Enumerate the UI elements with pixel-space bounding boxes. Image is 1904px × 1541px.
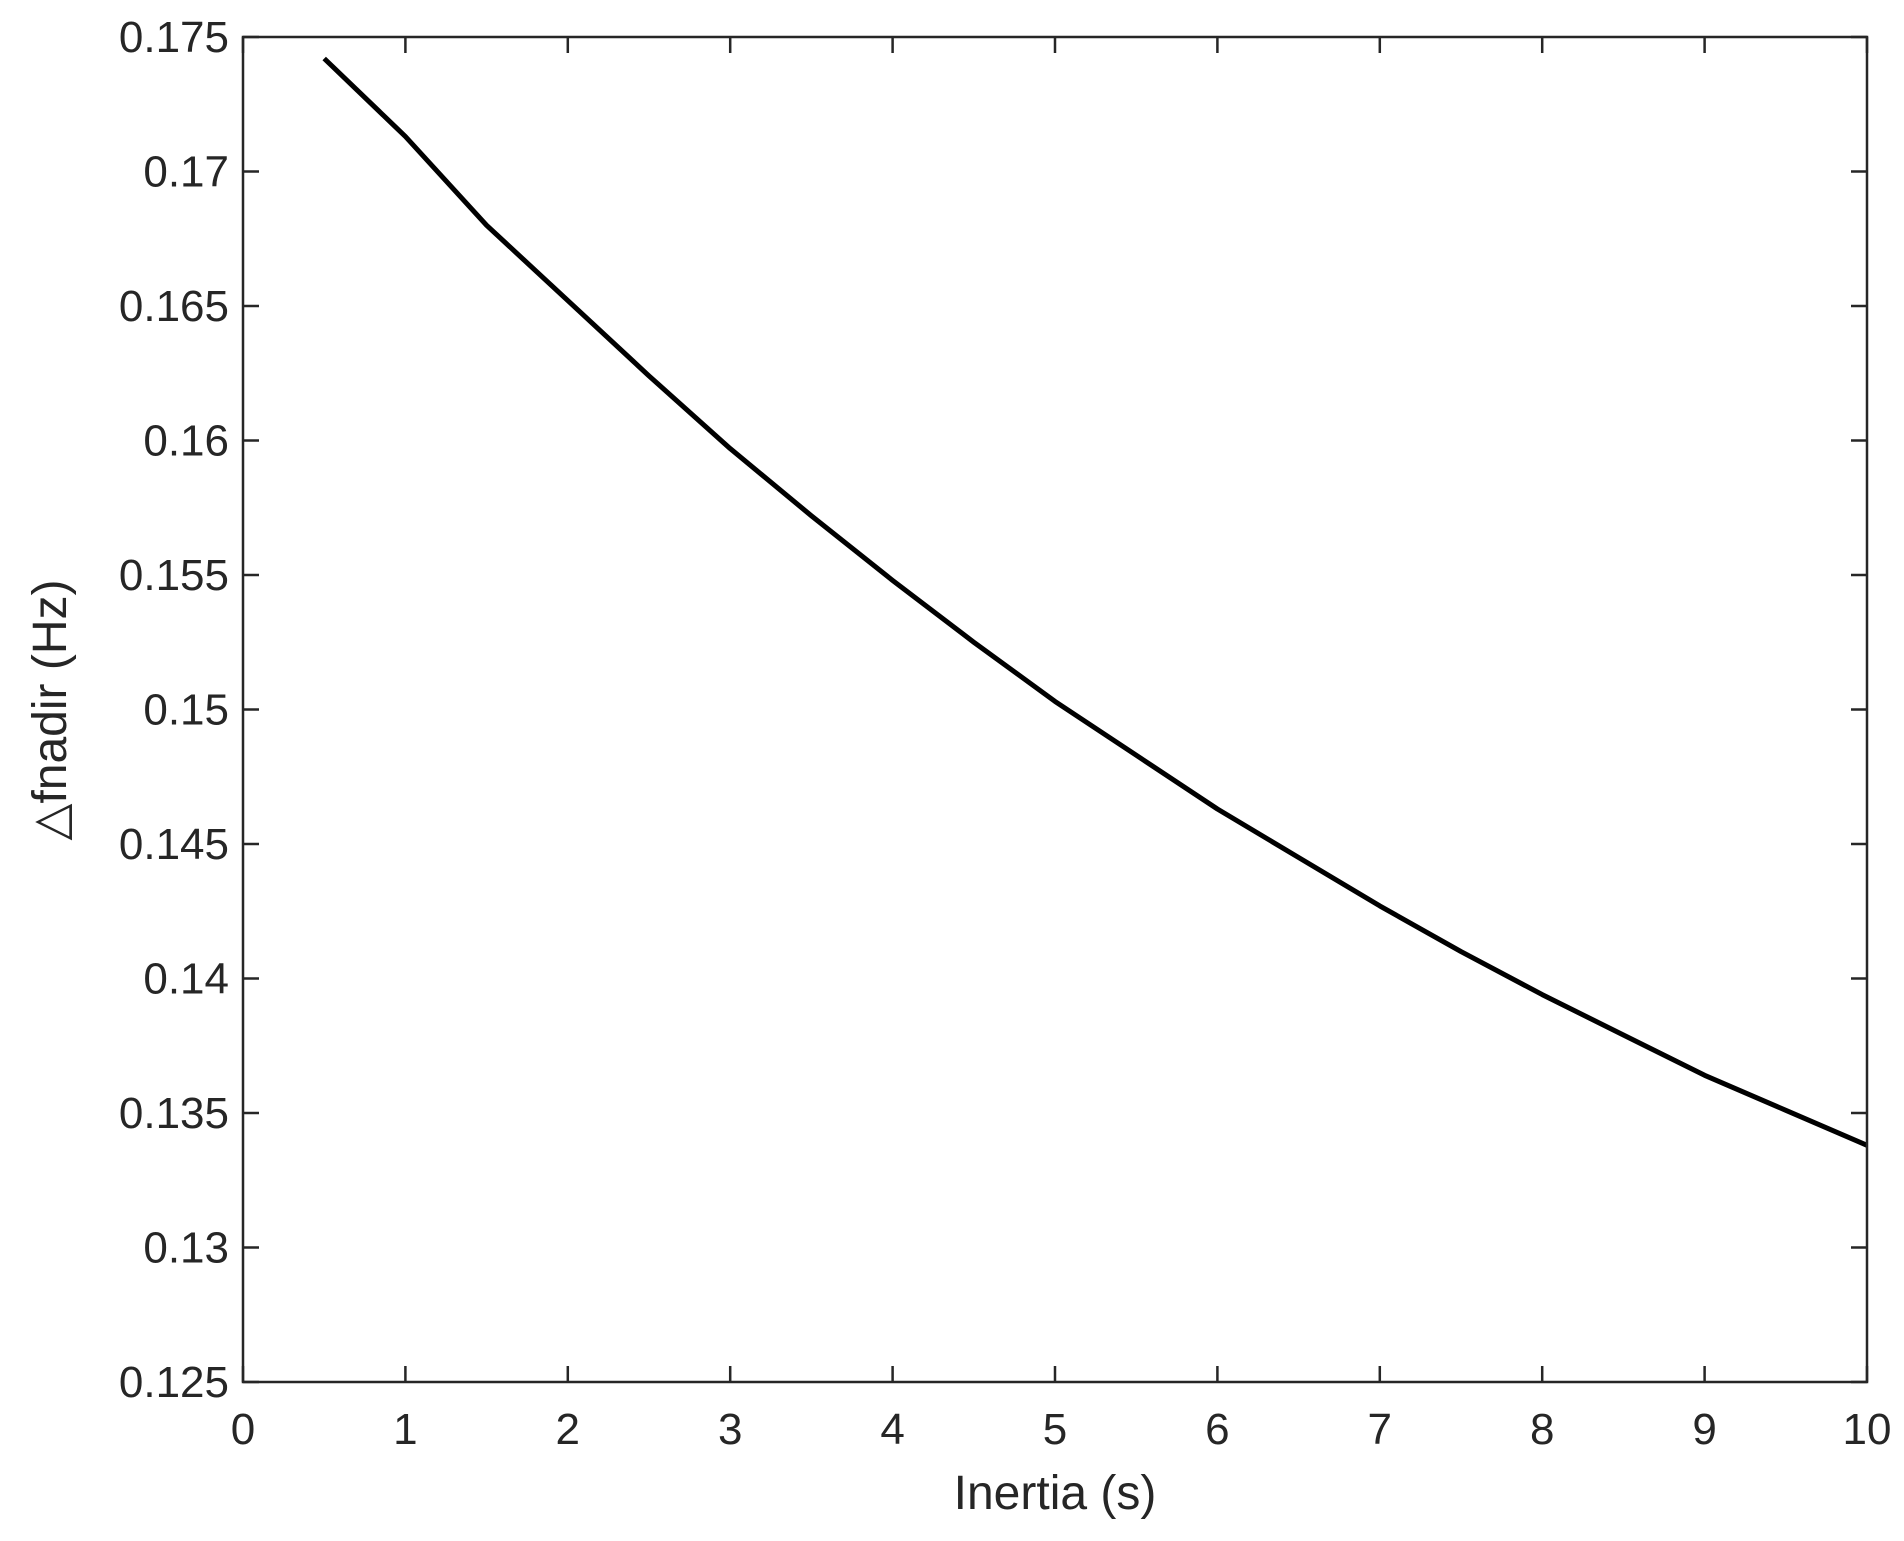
axes-box (241, 35, 1869, 1384)
x-tick-label: 7 (1368, 1405, 1392, 1454)
y-tick-label: 0.14 (143, 955, 229, 1004)
y-tick-label: 0.155 (119, 551, 229, 600)
y-tick-label: 0.15 (143, 686, 229, 735)
series-line (322, 56, 1868, 1148)
x-tick-label: 3 (718, 1405, 742, 1454)
y-tick-label: 0.135 (119, 1089, 229, 1138)
x-tick-label: 0 (231, 1405, 255, 1454)
y-tick-label: 0.13 (143, 1224, 229, 1273)
y-tick-label: 0.16 (143, 417, 229, 466)
x-axis-title: Inertia (s) (954, 1467, 1157, 1520)
y-tick-label: 0.17 (143, 148, 229, 197)
y-tick-label: 0.175 (119, 13, 229, 62)
y-axis-title: △fnadir (Hz) (24, 580, 77, 841)
x-tick-label: 4 (880, 1405, 904, 1454)
x-tick-label: 1 (393, 1405, 417, 1454)
y-tick-label: 0.125 (119, 1358, 229, 1407)
x-tick-label: 6 (1205, 1405, 1229, 1454)
x-tick-label: 2 (556, 1405, 580, 1454)
plot-area (243, 37, 1867, 1382)
x-tick-label: 10 (1843, 1405, 1892, 1454)
labels-layer: 0 1 2 3 4 5 6 7 8 9 10 0.125 0.13 0.135 0.14 0.145 0.15 0… (119, 13, 1892, 1454)
x-tick-label: 9 (1692, 1405, 1716, 1454)
series-layer (322, 56, 1868, 1148)
x-tick-label: 5 (1043, 1405, 1067, 1454)
x-tick-label: 8 (1530, 1405, 1554, 1454)
y-tick-label: 0.165 (119, 282, 229, 331)
y-tick-label: 0.145 (119, 820, 229, 869)
